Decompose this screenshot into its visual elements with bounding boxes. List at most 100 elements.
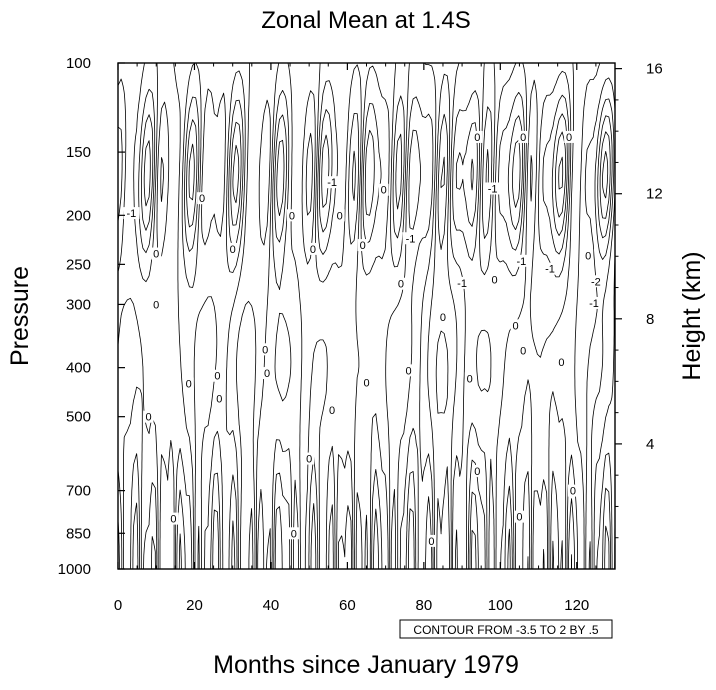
contour-label-bg bbox=[357, 239, 368, 252]
y2-axis: 4 8 12 16 bbox=[615, 61, 663, 539]
contour-label: 0 bbox=[585, 250, 591, 262]
contour-label: 0 bbox=[170, 514, 176, 526]
contour-label-bg bbox=[123, 207, 140, 220]
y-tick-label: 250 bbox=[66, 256, 91, 273]
contour-label: -1 bbox=[589, 298, 599, 310]
contour-label-bg bbox=[143, 410, 154, 423]
contour-label-bg bbox=[510, 319, 521, 332]
contour-label: 0 bbox=[289, 210, 295, 222]
contour-line bbox=[117, 73, 613, 570]
x-tick-label: 120 bbox=[564, 597, 589, 614]
contour-label: -2 bbox=[591, 276, 601, 288]
contour-line bbox=[188, 131, 611, 219]
contour-label: 0 bbox=[492, 275, 498, 287]
contour-label: 0 bbox=[310, 244, 316, 256]
contour-label-bg bbox=[564, 130, 575, 143]
contour-label-bg bbox=[556, 356, 567, 369]
contour-label-bg bbox=[151, 298, 162, 311]
contour-label-bg bbox=[518, 130, 529, 143]
x-tick-label: 20 bbox=[186, 597, 203, 614]
contour-label-bg bbox=[489, 273, 500, 286]
contour-label-bg bbox=[587, 275, 604, 288]
contour-label-bg bbox=[334, 209, 345, 222]
contour-label: 0 bbox=[153, 249, 159, 261]
contour-line bbox=[143, 113, 613, 239]
contour-label-bg bbox=[324, 176, 341, 189]
y-tick-label: 400 bbox=[66, 360, 91, 377]
contour-label: 0 bbox=[230, 244, 236, 256]
y2-tick-label: 4 bbox=[646, 436, 654, 453]
y2-axis-title: Height (km) bbox=[678, 251, 706, 380]
contour-label-bg bbox=[212, 369, 223, 382]
contour-label-bg bbox=[286, 209, 297, 222]
contour-label-bg bbox=[378, 183, 389, 196]
contour-label: 0 bbox=[329, 405, 335, 417]
contour-label-bg bbox=[288, 527, 299, 540]
contour-label-bg bbox=[464, 372, 475, 385]
y-axis-title: Pressure bbox=[6, 266, 34, 366]
contour-label: 0 bbox=[467, 373, 473, 385]
contour-label: 0 bbox=[513, 320, 519, 332]
y-axis: 100 150 200 250 300 400 500 700 850 1000 bbox=[58, 55, 125, 578]
contour-label: 0 bbox=[516, 512, 522, 524]
contour-label-bg bbox=[395, 277, 406, 290]
y-tick-label: 500 bbox=[66, 409, 91, 426]
y2-tick-label: 12 bbox=[646, 186, 663, 203]
contour-label: 0 bbox=[186, 379, 192, 391]
contour-labels: -1 0 0 0 0 0 0 0 -1 0 0 -1 0 -1 0 -1 0 0 -1 -1 0 0 -2 -1 0 0 0 0 0 0 0… bbox=[123, 130, 604, 548]
x-axis: 0 20 40 60 80 100 120 bbox=[114, 63, 616, 614]
contour-label: 0 bbox=[398, 279, 404, 291]
contour-label-bg bbox=[197, 192, 208, 205]
contour-label: -1 bbox=[126, 208, 136, 220]
y-tick-label: 150 bbox=[66, 144, 91, 161]
contour-label: 0 bbox=[363, 378, 369, 390]
y-tick-label: 300 bbox=[66, 296, 91, 313]
contour-line bbox=[117, 113, 611, 570]
x-axis-title: Months since January 1979 bbox=[213, 651, 519, 679]
contour-label-bg bbox=[260, 343, 271, 356]
contour-label-bg bbox=[513, 254, 530, 267]
contour-label: 0 bbox=[146, 412, 152, 424]
contour-label-bg bbox=[307, 242, 318, 255]
contour-label: 0 bbox=[214, 371, 220, 383]
contour-label-bg bbox=[262, 367, 273, 380]
y-tick-label: 700 bbox=[66, 483, 91, 500]
y-tick-label: 200 bbox=[66, 207, 91, 224]
contour-label: 0 bbox=[570, 486, 576, 498]
contour-label: 0 bbox=[360, 240, 366, 252]
contour-label-bg bbox=[472, 130, 483, 143]
contour-line bbox=[558, 151, 609, 199]
contour-label-bg bbox=[585, 296, 602, 309]
contour-label-bg bbox=[214, 392, 225, 405]
contour-label-bg bbox=[327, 403, 338, 416]
contour-label-bg bbox=[426, 534, 437, 547]
info-label: CONTOUR FROM -3.5 TO 2 BY .5 bbox=[413, 623, 598, 637]
contour-label-bg bbox=[437, 311, 448, 324]
contour-label: 0 bbox=[474, 466, 480, 478]
x-tick-label: 80 bbox=[416, 597, 433, 614]
contour-label-bg bbox=[403, 364, 414, 377]
info-label-box bbox=[399, 619, 613, 639]
contour-label: 0 bbox=[566, 132, 572, 144]
contour-label: 0 bbox=[199, 193, 205, 205]
contour-label-bg bbox=[361, 376, 372, 389]
contour-label: -1 bbox=[457, 278, 467, 290]
contour-label-bg bbox=[402, 232, 419, 245]
contour-label: 0 bbox=[405, 365, 411, 377]
contour-line bbox=[132, 62, 616, 570]
contour-label: -1 bbox=[488, 183, 498, 195]
contour-label: -1 bbox=[516, 256, 526, 268]
contour-label: 0 bbox=[153, 299, 159, 311]
contour-label: 0 bbox=[306, 454, 312, 466]
contour-line bbox=[117, 156, 610, 570]
y2-tick-label: 16 bbox=[646, 61, 663, 78]
contour-label: 0 bbox=[264, 368, 270, 380]
contour-label-bg bbox=[183, 377, 194, 390]
contour-label: 0 bbox=[381, 185, 387, 197]
y-tick-label: 1000 bbox=[58, 561, 91, 578]
contour-label: 0 bbox=[216, 393, 222, 405]
contour-label-bg bbox=[472, 464, 483, 477]
contour-label: 0 bbox=[520, 132, 526, 144]
contour-label: 0 bbox=[440, 312, 446, 324]
x-tick-label: 0 bbox=[114, 597, 122, 614]
